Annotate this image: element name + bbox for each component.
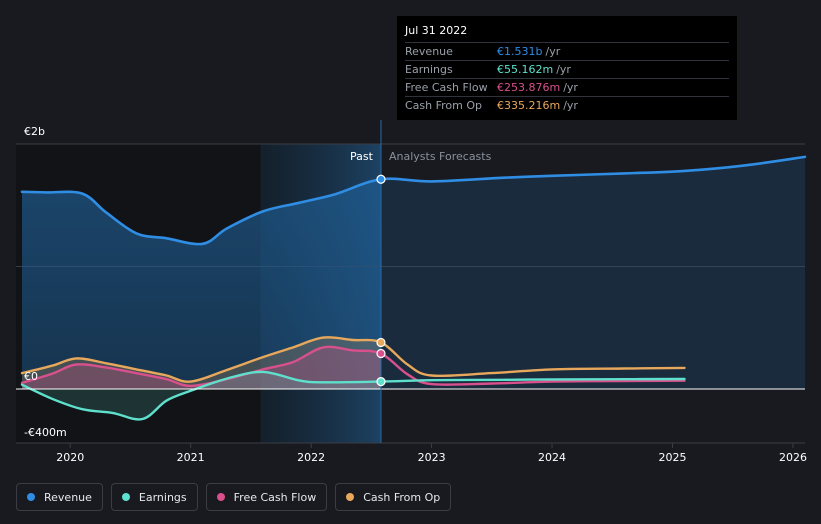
forecast-label: Analysts Forecasts — [389, 150, 492, 163]
series-lines — [20, 155, 807, 421]
tooltip-value: €55.162m — [497, 63, 554, 76]
tooltip-row-free-cash-flow: Free Cash Flow €253.876m /yr — [405, 78, 729, 96]
earnings-area — [22, 371, 381, 420]
tooltip-value: €335.216m — [497, 99, 561, 112]
tooltip-row-earnings: Earnings €55.162m /yr — [405, 60, 729, 78]
x-tick-label: 2023 — [418, 451, 446, 464]
legend-label: Earnings — [138, 490, 187, 504]
tooltip-row-revenue: Revenue €1.531b /yr — [405, 42, 729, 60]
legend-item-free-cash-flow[interactable]: Free Cash Flow — [205, 483, 328, 511]
legend-item-cash-from-op[interactable]: Cash From Op — [335, 483, 452, 511]
tooltip-value: €253.876m — [497, 81, 561, 94]
tooltip-value: €1.531b — [497, 45, 543, 58]
cash-from-op-line — [20, 336, 686, 383]
y-tick-label: €0 — [24, 370, 38, 383]
series-areas — [22, 156, 805, 420]
revenue-line — [20, 155, 807, 246]
y-tick-label: -€400m — [24, 426, 67, 439]
tooltip-label: Earnings — [405, 63, 453, 76]
revenue-forecast-area — [22, 156, 805, 389]
tooltip-unit: /yr — [563, 81, 578, 94]
free-cash-flow-marker[interactable] — [376, 348, 386, 359]
x-tick-label: 2020 — [56, 451, 84, 464]
earnings-line — [20, 370, 686, 421]
x-axis-labels: 2020 2021 2022 2023 2024 2025 2026 — [56, 451, 807, 464]
tooltip-label: Cash From Op — [405, 99, 483, 112]
legend-dot-icon — [27, 493, 35, 501]
tooltip-unit: /yr — [545, 45, 561, 58]
x-tick-label: 2024 — [538, 451, 566, 464]
marker-points — [376, 174, 386, 387]
legend-item-revenue[interactable]: Revenue — [16, 483, 103, 511]
past-label: Past — [350, 150, 374, 163]
legend: Revenue Earnings Free Cash Flow Cash Fro… — [16, 483, 452, 511]
tooltip-date: Jul 31 2022 — [405, 24, 468, 37]
tooltip: Jul 31 2022 Revenue €1.531b /yr Earnings… — [397, 16, 737, 120]
legend-label: Revenue — [44, 490, 92, 504]
legend-dot-icon — [121, 493, 130, 501]
tooltip-row-cash-from-op: Cash From Op €335.216m /yr — [405, 96, 729, 114]
tooltip-label: Free Cash Flow — [405, 81, 488, 94]
x-tick-label: 2021 — [177, 451, 205, 464]
tooltip-unit: /yr — [556, 63, 571, 76]
legend-item-earnings[interactable]: Earnings — [110, 483, 198, 511]
tooltip-unit: /yr — [563, 99, 578, 112]
revenue-marker[interactable] — [376, 174, 386, 184]
legend-label: Free Cash Flow — [233, 490, 317, 504]
earnings-marker[interactable] — [376, 377, 386, 387]
legend-label: Cash From Op — [363, 490, 441, 504]
cash-from-op-marker[interactable] — [376, 337, 386, 348]
revenue-area — [22, 179, 381, 389]
x-tick-label: 2022 — [297, 451, 325, 464]
x-tick-label: 2025 — [658, 451, 686, 464]
legend-dot-icon — [346, 493, 355, 501]
tooltip-label: Revenue — [405, 45, 453, 58]
x-tick-label: 2026 — [779, 451, 807, 464]
free-cash-flow-line — [20, 345, 686, 388]
cash-from-op-area — [22, 337, 381, 389]
y-tick-label: €2b — [24, 125, 45, 138]
y-axis-labels: €2b €0 -€400m — [24, 125, 67, 439]
legend-dot-icon — [216, 493, 225, 501]
